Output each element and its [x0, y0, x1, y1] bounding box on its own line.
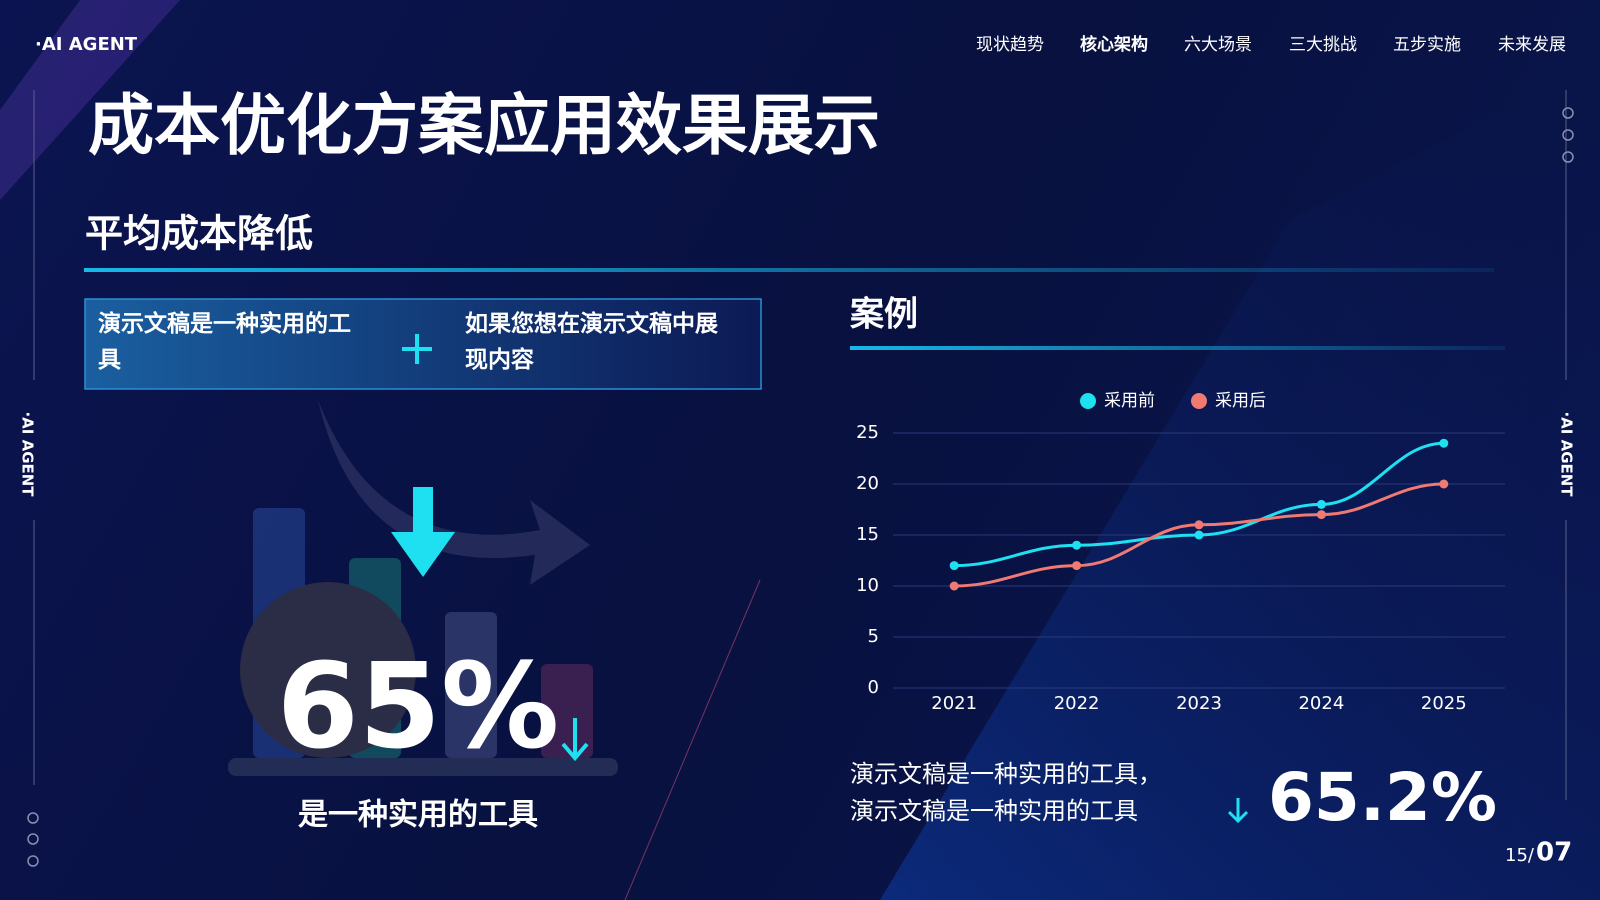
box-text: 演示文稿是一种实用的工具 — [98, 311, 351, 373]
point — [949, 561, 959, 571]
legend-marker — [1191, 393, 1207, 409]
legend-label: 采用前 — [1104, 391, 1155, 411]
down-arrow — [391, 487, 455, 577]
underline — [84, 268, 1494, 272]
y-tick-label: 5 — [868, 626, 879, 647]
decor — [624, 579, 761, 900]
heading: 平均成本降低 — [85, 212, 313, 256]
decor-bar — [541, 664, 593, 758]
y-tick-label: 15 — [856, 524, 879, 545]
point — [1316, 499, 1326, 509]
decor-bar — [445, 612, 497, 758]
heading: 案例 — [850, 295, 918, 335]
decor-arrow — [318, 400, 590, 585]
dots — [27, 107, 1574, 867]
box-text: 如果您想在演示文稿中展现内容 — [465, 311, 718, 373]
side-label: ·AI AGENT — [1558, 411, 1576, 497]
down-icon — [1227, 798, 1249, 824]
decor — [0, 0, 180, 200]
x-tick-label: 2025 — [1421, 693, 1467, 714]
y-tick-label: 20 — [856, 473, 879, 494]
stat: 65.2% — [1268, 759, 1497, 836]
y-tick-label: 0 — [868, 677, 879, 698]
stat: 65% — [277, 637, 559, 775]
note: 演示文稿是一种实用的工具 — [850, 797, 1138, 825]
nav-item: 现状趋势 — [976, 35, 1044, 55]
nav-item: 五步实施 — [1393, 35, 1461, 55]
decor-base — [228, 758, 618, 776]
x-tick-label: 2023 — [1176, 693, 1222, 714]
point — [949, 581, 959, 591]
page-number: 15/ — [1505, 845, 1535, 866]
legend-marker — [1080, 393, 1096, 409]
x-tick-label: 2022 — [1054, 693, 1100, 714]
x-tick-label: 2024 — [1298, 693, 1344, 714]
plus-icon — [402, 334, 432, 364]
point — [1194, 530, 1204, 540]
underline — [850, 346, 1505, 350]
title: 成本优化方案应用效果展示 — [88, 87, 880, 164]
page-total: 07 — [1536, 838, 1572, 868]
note: 演示文稿是一种实用的工具， — [850, 760, 1162, 788]
nav-item: 核心架构 — [1080, 34, 1148, 55]
point — [1439, 479, 1449, 489]
point — [1316, 510, 1326, 520]
box — [84, 298, 762, 390]
decor-coin — [240, 582, 416, 758]
down-icon — [561, 718, 589, 762]
y-tick-label: 10 — [856, 575, 879, 596]
caption: 是一种实用的工具 — [298, 798, 538, 833]
nav-item: 未来发展 — [1498, 35, 1566, 55]
point — [1072, 561, 1082, 571]
point — [1439, 438, 1449, 448]
side-label: ·AI AGENT — [19, 411, 37, 497]
nav-item: 六大场景 — [1184, 35, 1252, 55]
y-tick-label: 25 — [856, 422, 879, 443]
x-tick-label: 2021 — [931, 693, 977, 714]
brand: ·AI AGENT — [35, 34, 138, 55]
point — [1072, 540, 1082, 550]
point — [1194, 520, 1204, 530]
legend-label: 采用后 — [1215, 391, 1266, 411]
nav-item: 三大挑战 — [1289, 35, 1357, 55]
